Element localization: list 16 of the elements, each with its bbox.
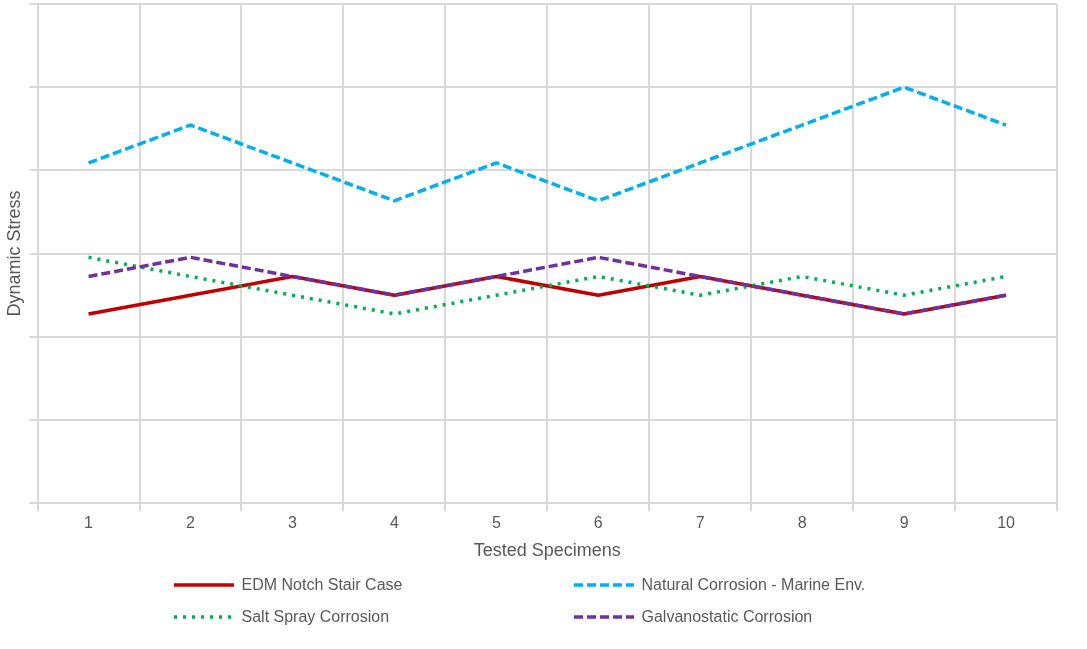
- x-tick-label: 5: [491, 514, 501, 532]
- x-tick-label: 8: [797, 514, 807, 532]
- x-tick-label: 1: [84, 514, 94, 532]
- x-tick-label: 7: [695, 514, 705, 532]
- legend-label: Natural Corrosion - Marine Env.: [641, 576, 866, 594]
- x-tick-label: 3: [288, 514, 297, 532]
- y-axis-title: Dynamic Stress: [3, 190, 24, 317]
- x-tick-label: 2: [186, 514, 196, 532]
- legend-label: Galvanostatic Corrosion: [641, 608, 813, 626]
- x-tick-label: 9: [899, 514, 909, 532]
- x-tick-label: 10: [997, 514, 1016, 532]
- legend-label: EDM Notch Stair Case: [241, 576, 403, 594]
- x-tick-label: 6: [593, 514, 603, 532]
- legend-label: Salt Spray Corrosion: [241, 608, 390, 626]
- x-axis-title: Tested Specimens: [473, 540, 621, 561]
- x-tick-label: 4: [389, 514, 399, 532]
